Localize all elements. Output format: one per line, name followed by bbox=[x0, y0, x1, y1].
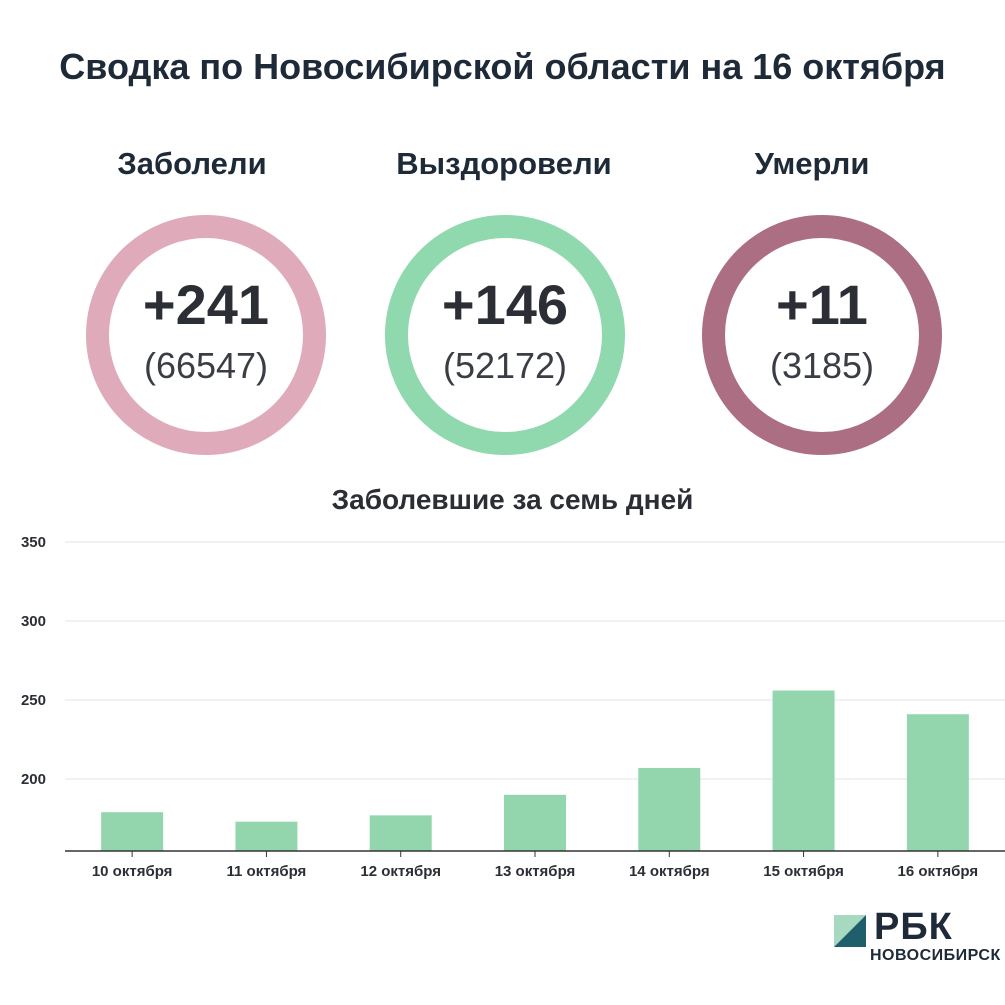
x-tick-label: 10 октября bbox=[92, 863, 173, 880]
logo-region: НОВОСИБИРСК bbox=[870, 947, 1001, 964]
deaths-total-value: (3185) bbox=[769, 345, 875, 386]
stat-label-deaths: Умерли bbox=[754, 146, 870, 181]
bar bbox=[906, 714, 969, 851]
ring-deaths: +11 (3185) bbox=[702, 215, 942, 455]
x-tick-label: 16 октября bbox=[898, 863, 979, 880]
y-tick-label: 300 bbox=[21, 613, 46, 630]
chart-title: Заболевшие за семь дней bbox=[331, 484, 694, 515]
x-tick-label: 12 октября bbox=[360, 863, 441, 880]
infected-daily-value: +241 bbox=[142, 273, 270, 336]
bar bbox=[504, 794, 566, 851]
bar-chart: 200 250 300 350 10 октября 11 октября 12 октяб… bbox=[21, 534, 1005, 880]
bar bbox=[235, 821, 298, 851]
logo-name: РБК bbox=[874, 906, 953, 948]
bar bbox=[638, 767, 701, 851]
bar bbox=[369, 815, 432, 851]
recovered-daily-value: +146 bbox=[441, 273, 569, 336]
y-tick-label: 250 bbox=[21, 692, 46, 709]
bar bbox=[772, 690, 835, 851]
logo-square-icon bbox=[834, 915, 866, 947]
x-tick-label: 11 октября bbox=[227, 863, 307, 880]
deaths-daily-value: +11 bbox=[776, 273, 868, 336]
recovered-total-value: (52172) bbox=[442, 345, 568, 386]
x-tick-label: 13 октября bbox=[495, 863, 576, 880]
infected-total-value: (66547) bbox=[143, 345, 269, 386]
stat-label-infected: Заболели bbox=[117, 146, 267, 181]
ring-infected: +241 (66547) bbox=[86, 215, 326, 455]
bar bbox=[101, 812, 164, 851]
y-tick-label: 200 bbox=[21, 771, 46, 788]
x-tick-label: 15 октября bbox=[763, 863, 844, 880]
page-title: Сводка по Новосибирской области на 16 ок… bbox=[59, 46, 946, 87]
x-tick-label: 14 октября bbox=[629, 863, 710, 880]
stat-label-recovered: Выздоровели bbox=[396, 146, 612, 181]
y-tick-label: 350 bbox=[21, 534, 46, 551]
ring-recovered: +146 (52172) bbox=[385, 215, 625, 455]
